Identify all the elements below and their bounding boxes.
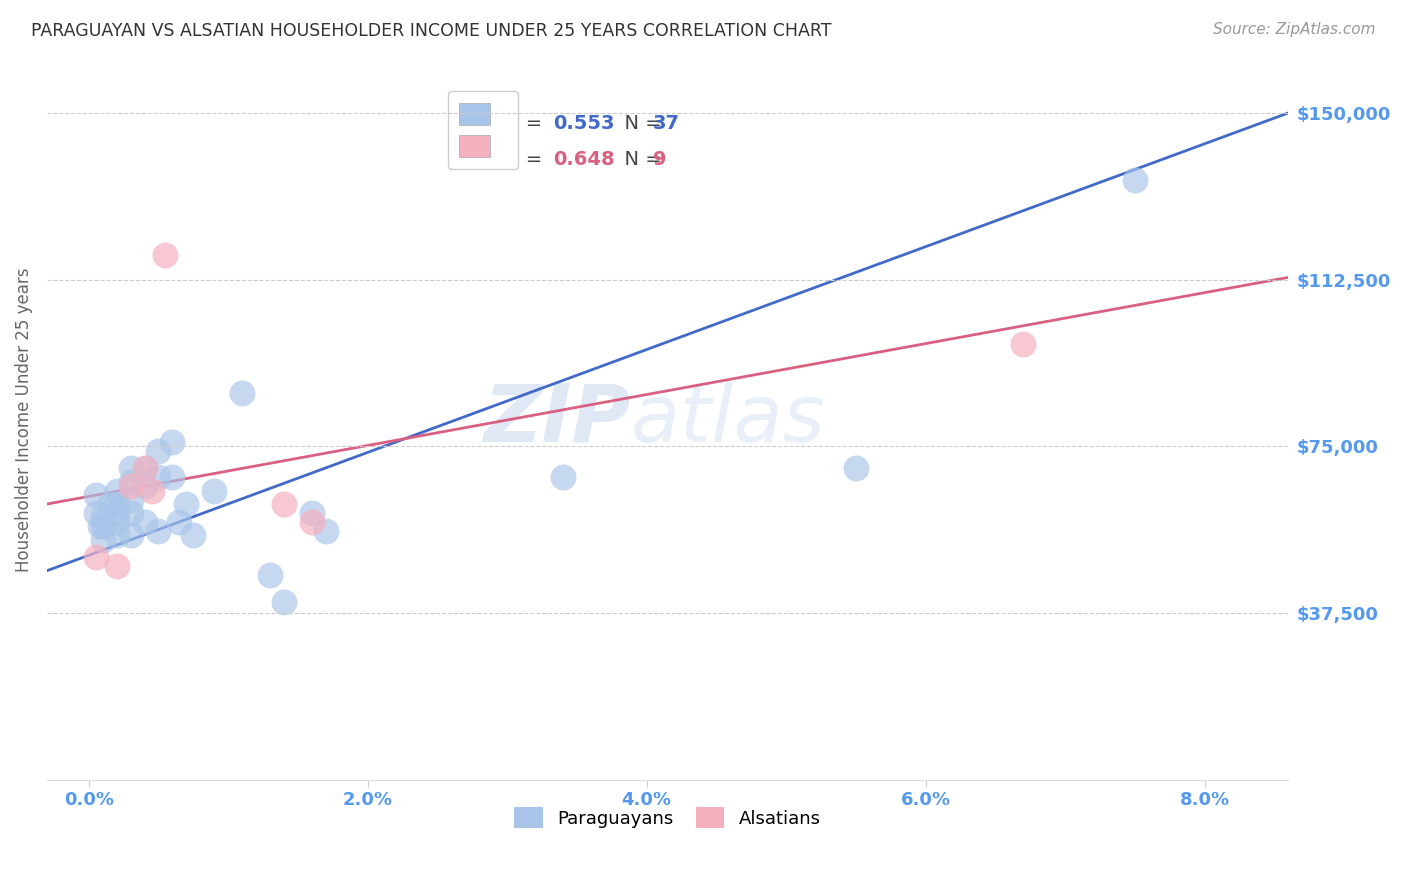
Point [98,497,121,511]
Point [120,528,142,542]
Y-axis label: Householder Income Under 25 years: Householder Income Under 25 years [15,268,32,572]
Point [301,506,323,520]
Text: 37: 37 [652,113,679,133]
Legend: Paraguayans, Alsatians: Paraguayans, Alsatians [508,800,828,836]
Point [176,497,198,511]
Point [89,519,111,533]
Point [148,524,170,538]
Point [120,479,142,493]
Text: atlas: atlas [630,381,825,458]
Point [134,479,156,493]
Text: ZIP: ZIP [484,381,630,458]
Point [551,470,574,484]
Point [183,528,205,542]
Point [169,515,191,529]
Point [148,470,170,484]
Point [202,483,225,498]
Point [273,595,295,609]
Point [301,515,323,529]
Point [120,492,142,507]
Point [315,524,337,538]
Point [91,510,114,524]
Point [273,497,295,511]
Text: R =: R = [506,150,548,169]
Point [1123,172,1146,186]
Point [134,515,156,529]
Point [105,506,128,520]
Point [231,386,253,401]
Point [141,483,163,498]
Point [259,568,281,582]
Text: 9: 9 [652,150,666,169]
Point [162,434,184,449]
Point [134,461,156,475]
Point [155,248,177,262]
Point [84,488,107,502]
Point [105,528,128,542]
Point [148,443,170,458]
Point [120,475,142,489]
Point [84,506,107,520]
Point [91,519,114,533]
Text: PARAGUAYAN VS ALSATIAN HOUSEHOLDER INCOME UNDER 25 YEARS CORRELATION CHART: PARAGUAYAN VS ALSATIAN HOUSEHOLDER INCOM… [31,22,831,40]
Text: R =: R = [506,113,548,133]
Point [162,470,184,484]
Text: N =: N = [612,113,668,133]
Point [1012,337,1035,351]
Point [120,461,142,475]
Text: 0.648: 0.648 [554,150,614,169]
Point [91,533,114,547]
Text: Source: ZipAtlas.com: Source: ZipAtlas.com [1212,22,1375,37]
Point [120,506,142,520]
Text: 0.553: 0.553 [554,113,614,133]
Point [84,550,107,565]
Point [105,559,128,574]
Point [105,515,128,529]
Point [134,461,156,475]
Text: N =: N = [612,150,668,169]
Point [105,497,128,511]
Point [845,461,868,475]
Point [105,483,128,498]
